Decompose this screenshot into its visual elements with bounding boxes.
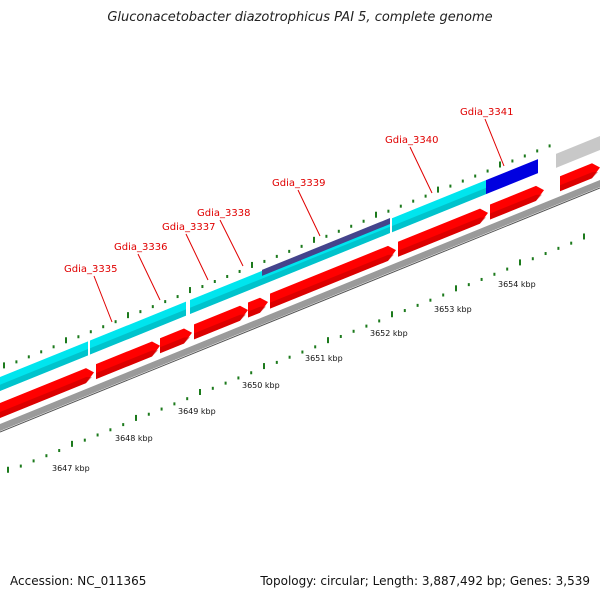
outer-feature-1-shade (0, 349, 88, 391)
kbp-label: 3650 kbp (242, 381, 280, 390)
leader-line (484, 118, 505, 167)
leader-line (219, 219, 244, 267)
kbp-label: 3647 kbp (52, 464, 90, 473)
genome-title: Gluconacetobacter diazotrophicus PAI 5, … (107, 10, 493, 25)
kbp-label: 3648 kbp (115, 434, 153, 443)
cds-arrow-7-shade (398, 217, 486, 257)
gene-label: Gdia_3339 (272, 178, 325, 189)
backbone-line (0, 180, 600, 431)
feature-track (0, 136, 600, 418)
cds-arrow-9-shade (560, 172, 598, 192)
outer-feature-4-shade (262, 226, 390, 285)
gene-labels: Gdia_3335 Gdia_3336 Gdia_3337 Gdia_3338 Gdia… (64, 107, 513, 275)
outer-feature-2-shade (90, 309, 186, 355)
grey-feature (556, 136, 600, 168)
blue-feature (486, 159, 538, 195)
gene-label: Gdia_3336 (114, 242, 167, 253)
gene-label: Gdia_3341 (460, 107, 513, 118)
genome-summary-text: Topology: circular; Length: 3,887,492 bp… (260, 574, 590, 588)
highlight-feature (262, 218, 390, 276)
cds-arrow-4-shade (194, 314, 246, 340)
cds-arrow-5-shade (248, 306, 266, 318)
outer-feature-3-shade (190, 278, 262, 315)
leader-line (297, 189, 321, 237)
kbp-label: 3649 kbp (178, 407, 216, 416)
gene-label: Gdia_3335 (64, 264, 117, 275)
gene-label: Gdia_3337 (162, 222, 215, 233)
kbp-labels: 3647 kbp 3648 kbp 3649 kbp 3650 kbp 3651 kbp… (52, 280, 536, 473)
genome-backbone (0, 180, 600, 433)
cds-arrow-3-shade (160, 337, 190, 354)
kbp-label: 3654 kbp (498, 280, 536, 289)
accession-text: Accession: NC_011365 (10, 574, 147, 588)
cds-arrow-6-shade (270, 254, 394, 309)
gene-label: Gdia_3340 (385, 135, 438, 146)
cds-arrow-2-shade (96, 350, 158, 380)
label-leader-lines (93, 118, 505, 323)
outer-feature-5-shade (392, 187, 486, 233)
cds-arrow-1-shade (0, 376, 92, 418)
leader-line (185, 233, 209, 281)
backbone-edge (0, 187, 600, 433)
leader-line (137, 253, 161, 301)
kbp-label: 3653 kbp (434, 305, 472, 314)
lower-tick-track (7, 233, 585, 473)
leader-line (409, 146, 433, 194)
kbp-label: 3652 kbp (370, 329, 408, 338)
cds-arrow-8-shade (490, 194, 542, 220)
upper-tick-track (3, 144, 551, 369)
leader-line (93, 275, 113, 323)
gene-label: Gdia_3338 (197, 208, 250, 219)
kbp-label: 3651 kbp (305, 354, 343, 363)
